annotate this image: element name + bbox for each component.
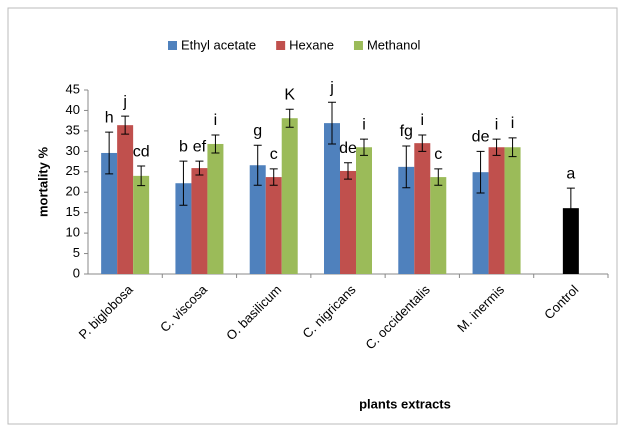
significance-letter: j bbox=[329, 79, 334, 96]
significance-letter: cd bbox=[133, 143, 150, 160]
error-bar bbox=[195, 160, 204, 176]
bar bbox=[324, 123, 340, 275]
bar bbox=[175, 183, 192, 274]
error-bar bbox=[328, 101, 336, 145]
significance-letter: g bbox=[253, 122, 262, 139]
error-bar bbox=[508, 137, 517, 158]
y-tick-label: 20 bbox=[66, 184, 80, 199]
bar bbox=[117, 125, 134, 274]
legend-label: Hexane bbox=[289, 37, 334, 52]
bar bbox=[430, 177, 447, 274]
significance-letter: de bbox=[339, 140, 357, 157]
bar bbox=[207, 143, 224, 274]
x-axis-title: plants extracts bbox=[359, 396, 451, 411]
error-bar bbox=[285, 108, 294, 128]
significance-letter: K bbox=[284, 86, 295, 103]
significance-letter: i bbox=[362, 116, 366, 133]
y-tick-label: 30 bbox=[66, 143, 80, 158]
legend-swatch bbox=[168, 41, 177, 50]
legend-swatch bbox=[276, 41, 286, 50]
bar bbox=[101, 152, 118, 274]
legend-label: Methanol bbox=[367, 37, 421, 52]
legend-swatch bbox=[353, 41, 363, 50]
error-bar bbox=[344, 162, 352, 180]
significance-letter: i bbox=[214, 112, 218, 129]
significance-letter: c bbox=[434, 146, 442, 163]
significance-letter: c bbox=[270, 146, 278, 163]
error-bar bbox=[402, 145, 411, 189]
y-tick-label: 5 bbox=[73, 245, 80, 260]
significance-letter: b bbox=[179, 138, 188, 155]
bar bbox=[488, 147, 505, 274]
bar bbox=[133, 175, 150, 274]
y-tick-label: 15 bbox=[66, 204, 80, 219]
bar bbox=[562, 208, 579, 274]
bar bbox=[265, 177, 282, 274]
y-axis-title: mortality % bbox=[35, 147, 50, 218]
significance-letter: a bbox=[566, 165, 575, 182]
significance-letter: j bbox=[122, 93, 127, 110]
error-bar bbox=[434, 168, 443, 186]
y-tick-label: 40 bbox=[66, 102, 80, 117]
y-tick-label: 0 bbox=[73, 265, 80, 280]
error-bar bbox=[360, 138, 368, 156]
significance-letter: i bbox=[421, 112, 425, 129]
bar bbox=[414, 143, 431, 274]
y-tick-label: 45 bbox=[66, 81, 80, 96]
significance-letter: ef bbox=[193, 138, 207, 155]
error-bar bbox=[476, 150, 485, 194]
y-tick-label: 25 bbox=[66, 163, 80, 178]
significance-letter: h bbox=[105, 109, 114, 126]
error-bar bbox=[253, 144, 262, 186]
bar bbox=[191, 168, 208, 274]
bar bbox=[504, 147, 521, 274]
error-bar bbox=[121, 115, 130, 135]
bar bbox=[398, 166, 415, 274]
chart-frame bbox=[7, 7, 618, 425]
error-bar bbox=[269, 168, 278, 186]
y-tick-label: 10 bbox=[66, 225, 80, 240]
bar bbox=[249, 165, 266, 274]
y-tick-label: 35 bbox=[66, 122, 80, 137]
error-bar bbox=[492, 138, 501, 156]
bar bbox=[340, 170, 356, 274]
significance-letter: i bbox=[511, 115, 515, 132]
bar bbox=[472, 172, 489, 274]
error-bar bbox=[105, 131, 114, 175]
significance-letter: i bbox=[495, 116, 499, 133]
error-bar bbox=[418, 134, 427, 152]
legend-label: Ethyl acetate bbox=[181, 37, 256, 52]
significance-letter: fg bbox=[400, 123, 413, 140]
error-bar bbox=[566, 187, 575, 229]
error-bar bbox=[211, 134, 220, 154]
significance-letter: de bbox=[472, 129, 490, 146]
bar bbox=[356, 147, 372, 274]
error-bar bbox=[137, 165, 146, 187]
bar bbox=[281, 118, 298, 274]
error-bar bbox=[179, 160, 188, 206]
